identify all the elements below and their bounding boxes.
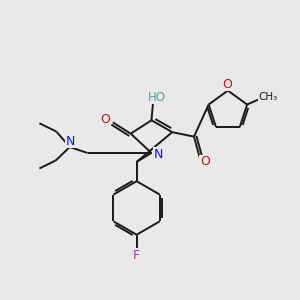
Text: F: F: [133, 249, 140, 262]
Text: O: O: [100, 113, 110, 126]
Text: N: N: [66, 135, 75, 148]
Text: N: N: [153, 148, 163, 161]
Text: O: O: [200, 155, 210, 168]
Text: O: O: [222, 77, 232, 91]
Text: HO: HO: [148, 91, 166, 103]
Text: CH₃: CH₃: [259, 92, 278, 102]
